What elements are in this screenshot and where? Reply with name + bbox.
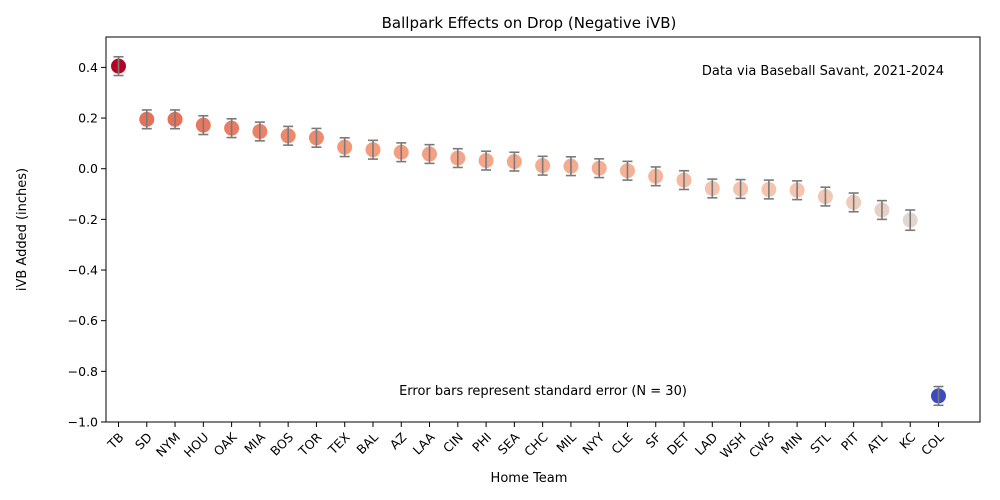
x-tick-label: CLE: [608, 429, 635, 456]
x-tick-label: KC: [896, 429, 918, 451]
plot-area: [105, 36, 981, 423]
x-tick-label: AZ: [387, 430, 410, 453]
x-tick-label: TB: [104, 430, 127, 453]
y-tick-label: 0.4: [78, 60, 98, 75]
y-tick-label: −0.8: [68, 364, 98, 379]
x-axis-label: Home Team: [491, 471, 568, 486]
x-tick-label: PIT: [838, 429, 862, 453]
y-tick-label: −0.4: [68, 263, 98, 278]
x-tick-label: WSH: [717, 430, 749, 462]
chart-title: Ballpark Effects on Drop (Negative iVB): [382, 14, 677, 32]
data-marks: [111, 55, 946, 407]
x-tick-label: SF: [643, 430, 664, 451]
x-tick-label: COL: [918, 429, 947, 458]
source-annotation: Data via Baseball Savant, 2021-2024: [702, 64, 944, 79]
y-tick-label: −1.0: [68, 415, 98, 430]
x-tick-label: BAL: [353, 429, 381, 457]
x-tick-label: BOS: [267, 429, 296, 458]
x-tick-label: MIN: [778, 430, 805, 457]
x-tick-label: STL: [807, 429, 834, 456]
x-tick-label: LAA: [410, 429, 438, 457]
x-tick-label: CWS: [746, 429, 777, 460]
y-axis-label: iVB Added (inches): [15, 168, 30, 291]
x-tick-label: NYM: [153, 430, 183, 460]
x-tick-label: NYY: [579, 429, 607, 457]
x-tick-label: TEX: [324, 429, 353, 458]
y-tick-label: −0.2: [68, 212, 98, 227]
x-tick-label: SD: [132, 430, 155, 453]
x-tick-label: CHC: [521, 429, 551, 459]
x-tick-label: ATL: [864, 429, 890, 455]
x-tick-label: HOU: [181, 430, 212, 461]
y-tick-label: 0.0: [78, 161, 98, 176]
x-tick-label: SEA: [495, 429, 523, 457]
x-tick-label: PHI: [469, 430, 494, 455]
x-tick-label: CIN: [440, 430, 466, 456]
x-tick-label: MIL: [553, 429, 579, 455]
y-axis: 0.4 0.2 0.0 −0.2 −0.4 −0.6 −0.8 −1.0: [68, 60, 106, 430]
y-tick-label: −0.6: [68, 313, 98, 328]
x-tick-label: DET: [664, 429, 693, 458]
x-tick-label: LAD: [692, 430, 721, 459]
y-tick-label: 0.2: [78, 111, 98, 126]
x-tick-label: TOR: [295, 429, 325, 459]
x-tick-label: OAK: [210, 429, 240, 459]
error-bar-note: Error bars represent standard error (N =…: [399, 384, 687, 399]
x-tick-label: MIA: [241, 429, 268, 456]
